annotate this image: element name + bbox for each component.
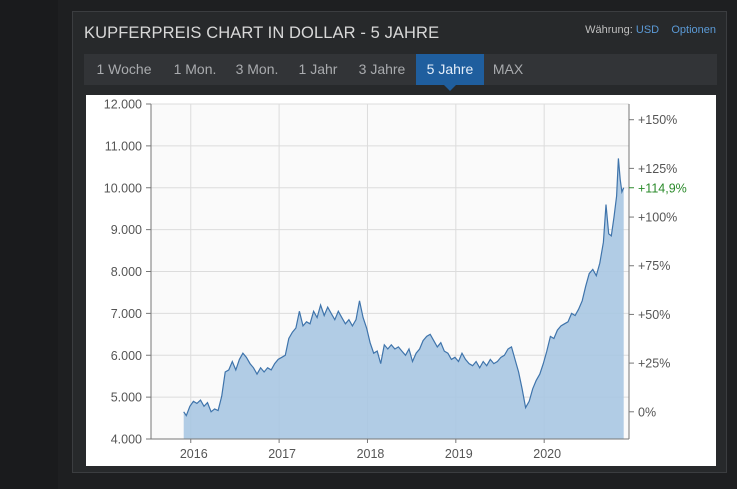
tab-1-mon[interactable]: 1 Mon. [173,61,217,77]
right-tick-label: +125% [638,162,677,176]
price-area-fill [183,158,624,439]
active-tab-pointer [444,85,456,91]
x-tick-label: 2016 [180,447,208,461]
y-tick-label: 9.000 [111,223,142,237]
x-tick-label: 2018 [357,447,385,461]
tab-3-jahre[interactable]: 3 Jahre [358,61,406,77]
currency-label: Währung: [585,24,633,36]
tab-max[interactable]: MAX [492,61,524,77]
current-change-label: +114,9% [638,181,687,195]
right-tick-label: +75% [638,259,670,273]
price-line [183,158,625,417]
currency-selector-link[interactable]: USD [635,24,660,36]
right-tick-label: 0% [638,405,656,419]
currency-options-bar: Währung: USD Optionen [585,24,716,36]
right-tick-label: +100% [638,211,677,225]
y-tick-label: 7.000 [111,307,142,321]
copper-price-chart[interactable]: 12.000 11.000 10.000 9.000 8.000 7.000 6.000 5.… [86,95,716,466]
price-chart-area: 12.000 11.000 10.000 9.000 8.000 7.000 6.000 5.… [86,95,716,466]
y-tick-label: 12.000 [104,98,142,112]
time-range-tabs: 1 Woche 1 Mon. 3 Mon. 1 Jahr 3 Jahre 5 J… [84,54,717,91]
right-tick-label: +150% [638,113,677,127]
y-tick-label: 6.000 [111,349,142,363]
tab-3-mon[interactable]: 3 Mon. [235,61,279,77]
tab-1-jahr[interactable]: 1 Jahr [298,61,338,77]
tab-1-woche[interactable]: 1 Woche [96,61,152,77]
tab-5-jahre[interactable]: 5 Jahre [416,54,484,91]
page-left-band [0,0,58,489]
y-tick-label: 10.000 [104,181,142,195]
y-tick-label: 5.000 [111,391,142,405]
x-tick-label: 2020 [533,447,561,461]
right-tick-label: +50% [638,308,670,322]
x-tick-label: 2019 [445,447,473,461]
x-tick-label: 2017 [268,447,296,461]
y-tick-label: 11.000 [105,139,142,153]
copper-price-widget: KUPFERPREIS CHART IN DOLLAR - 5 JAHRE Wä… [72,11,727,473]
y-tick-label: 4.000 [111,433,142,447]
right-tick-label: +25% [638,357,670,371]
widget-title: KUPFERPREIS CHART IN DOLLAR - 5 JAHRE [84,24,440,42]
options-link[interactable]: Optionen [671,24,716,36]
y-tick-label: 8.000 [111,265,142,279]
